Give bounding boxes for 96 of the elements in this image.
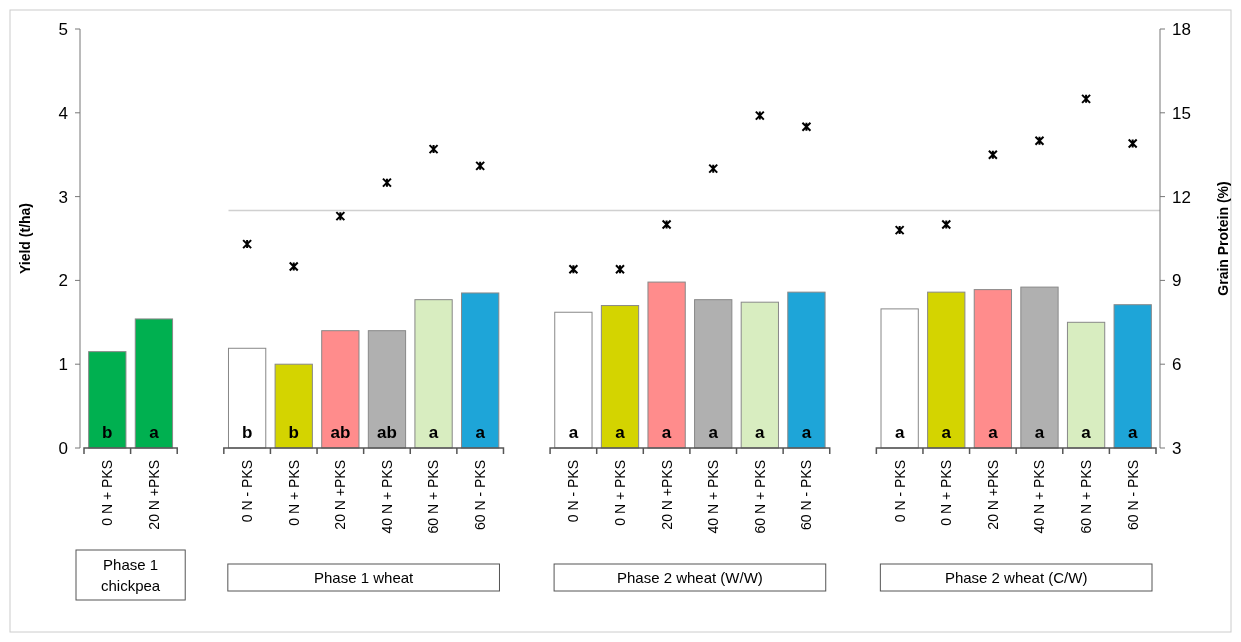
bar: [88, 351, 127, 449]
point: [987, 149, 998, 160]
bar: [367, 330, 407, 449]
point: [428, 144, 439, 155]
data-label: a: [661, 423, 672, 442]
x-tick-label: 60 N - PKS: [472, 460, 489, 531]
data-label: a: [615, 423, 626, 442]
bar: [600, 305, 640, 449]
bar: [1113, 304, 1152, 449]
y-tick-label: 3: [58, 187, 68, 207]
point: [894, 225, 905, 236]
point: [1127, 138, 1138, 149]
point: [615, 264, 625, 275]
data-label: a: [1034, 423, 1045, 442]
bar: [927, 291, 966, 449]
text: Phase 2 wheat (C/W): [944, 569, 1088, 587]
x-tick-label: 0 N - PKS: [565, 460, 582, 523]
x-tick-label: 40 N + PKS: [378, 460, 395, 534]
point: [1034, 135, 1045, 146]
point: [708, 163, 719, 174]
y2-tick-label: 18: [1172, 19, 1191, 39]
x-tick-label: 20 N +PKS: [332, 460, 349, 530]
y2-tick-label: 3: [1172, 438, 1182, 458]
bar: [414, 299, 453, 449]
point: [1081, 93, 1092, 104]
point: [475, 160, 486, 171]
data-label: a: [941, 423, 952, 442]
bar: [134, 318, 174, 449]
data-label: a: [801, 423, 812, 442]
point: [941, 219, 952, 230]
data-label: a: [149, 423, 160, 442]
point: [661, 219, 672, 230]
bar: [787, 291, 826, 449]
text: Phase 1 chickpea: [101, 556, 161, 594]
y2-tick-label: 15: [1172, 103, 1191, 123]
y2-axis-title: Grain Protein (%): [1215, 181, 1231, 296]
x-tick-label: 20 N +PKS: [145, 460, 162, 530]
point: [335, 211, 346, 222]
bar: [880, 308, 919, 449]
x-tick-label: 60 N - PKS: [798, 460, 815, 531]
x-tick-label: 60 N + PKS: [1077, 460, 1094, 534]
y-tick-label: 0: [58, 438, 68, 458]
data-label: b: [102, 423, 113, 442]
x-tick-label: 0 N + PKS: [99, 460, 116, 526]
bar: [274, 363, 313, 449]
data-label: ab: [377, 423, 397, 442]
data-label: a: [428, 423, 439, 442]
x-tick-label: 20 N +PKS: [984, 460, 1001, 530]
x-tick-label: 40 N + PKS: [705, 460, 722, 534]
point: [242, 239, 253, 250]
data-label: a: [1127, 423, 1138, 442]
data-label: a: [988, 423, 999, 442]
text: Phase 1 wheat: [314, 569, 415, 587]
data-label: b: [241, 423, 253, 442]
data-label: ab: [330, 423, 351, 442]
bar: [321, 330, 360, 449]
x-tick-label: 40 N + PKS: [1031, 460, 1048, 534]
x-tick-label: 0 N - PKS: [891, 460, 908, 523]
x-tick-label: 60 N - PKS: [1124, 460, 1141, 531]
y-tick-label: 2: [58, 271, 68, 291]
point: [754, 110, 765, 121]
bar: [554, 311, 593, 449]
bar: [1066, 321, 1106, 449]
x-tick-label: 60 N + PKS: [425, 460, 442, 534]
point: [288, 261, 299, 272]
x-tick-label: 0 N - PKS: [239, 460, 256, 523]
y-axis-title: Yield (t/ha): [17, 202, 33, 275]
x-tick-label: 60 N + PKS: [751, 460, 768, 534]
bar: [647, 281, 686, 449]
y-tick-label: 4: [58, 103, 68, 123]
x-tick-label: 0 N + PKS: [285, 460, 302, 526]
data-label: a: [755, 423, 766, 442]
x-tick-label: 20 N +PKS: [658, 460, 675, 530]
y-tick-label: 5: [58, 19, 68, 39]
bar: [740, 301, 779, 449]
bar: [1020, 286, 1059, 449]
bar: [694, 299, 733, 449]
data-label: a: [475, 423, 486, 442]
y2-tick-label: 6: [1172, 355, 1182, 375]
bar: [461, 292, 500, 449]
point: [381, 177, 392, 188]
x-tick-label: 0 N + PKS: [611, 460, 628, 526]
data-label: a: [894, 423, 905, 442]
bar: [973, 289, 1013, 449]
point: [568, 264, 579, 275]
data-label: a: [708, 423, 719, 442]
y2-tick-label: 9: [1172, 271, 1182, 291]
point: [801, 121, 812, 132]
bar: [227, 347, 267, 449]
x-tick-label: 0 N + PKS: [938, 460, 955, 526]
text: Phase 2 wheat (W/W): [616, 569, 763, 587]
data-label: b: [288, 423, 299, 442]
y-tick-label: 1: [58, 355, 68, 375]
data-label: a: [568, 423, 579, 442]
y2-tick-label: 12: [1172, 187, 1191, 207]
data-label: a: [1081, 423, 1092, 442]
